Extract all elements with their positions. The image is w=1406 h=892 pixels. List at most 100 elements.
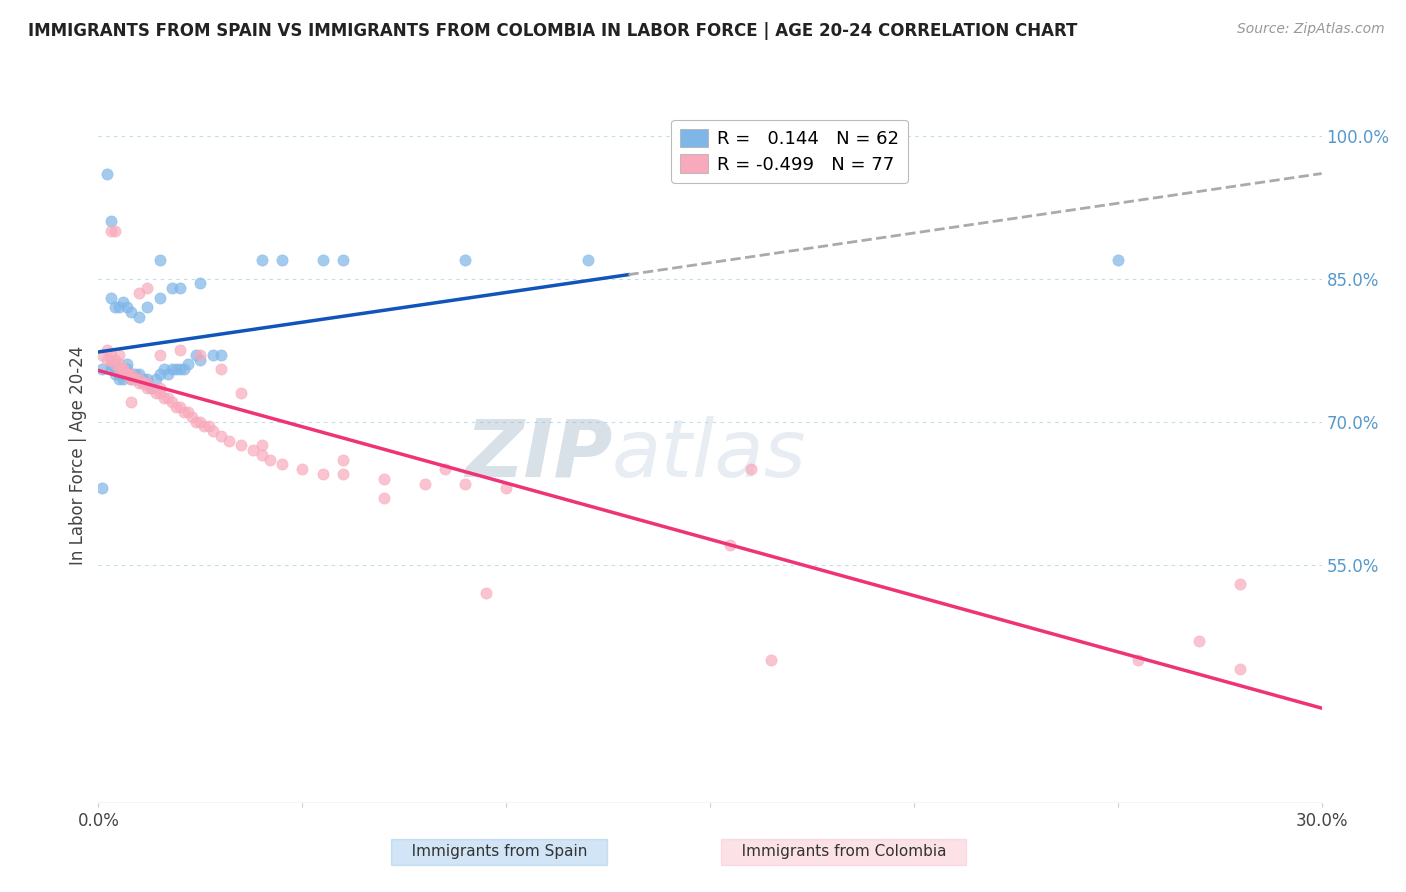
Point xyxy=(104,362,127,376)
Point xyxy=(312,467,335,481)
Point xyxy=(1107,252,1129,267)
Y-axis label: In Labor Force | Age 20-24: In Labor Force | Age 20-24 xyxy=(69,345,87,565)
Point xyxy=(132,376,155,391)
Point xyxy=(332,252,354,267)
Point xyxy=(108,367,131,381)
Point xyxy=(100,362,122,376)
Point xyxy=(124,372,146,386)
Point xyxy=(136,381,159,395)
Legend: R =   0.144   N = 62, R = -0.499   N = 77: R = 0.144 N = 62, R = -0.499 N = 77 xyxy=(672,120,908,183)
Point xyxy=(160,281,183,295)
Point xyxy=(209,429,232,443)
Point xyxy=(120,305,142,319)
Point xyxy=(136,372,159,386)
Point xyxy=(373,491,395,505)
Point xyxy=(108,357,131,371)
Point xyxy=(128,372,150,386)
Point xyxy=(111,372,134,386)
Text: Immigrants from Spain: Immigrants from Spain xyxy=(396,845,602,859)
Point xyxy=(373,472,395,486)
Point xyxy=(120,367,142,381)
Point xyxy=(96,352,118,367)
Point xyxy=(149,252,172,267)
Point xyxy=(152,391,174,405)
Point xyxy=(132,376,155,391)
Point xyxy=(270,458,294,472)
Point xyxy=(454,252,477,267)
Point xyxy=(145,372,167,386)
Point xyxy=(1128,653,1150,667)
Point xyxy=(160,395,183,409)
Point xyxy=(141,381,163,395)
Point xyxy=(413,476,436,491)
Point xyxy=(165,362,187,376)
Point xyxy=(169,281,191,295)
Point xyxy=(128,376,150,391)
Point xyxy=(209,348,232,362)
Point xyxy=(169,362,191,376)
Point xyxy=(100,357,122,371)
Point xyxy=(177,405,200,419)
Point xyxy=(149,367,172,381)
Point xyxy=(250,438,273,452)
Point xyxy=(1229,662,1251,676)
Point xyxy=(149,291,172,305)
Point xyxy=(149,381,172,395)
Point xyxy=(250,252,273,267)
Point xyxy=(120,372,142,386)
Point xyxy=(91,362,114,376)
Point xyxy=(91,348,114,362)
Text: ZIP: ZIP xyxy=(465,416,612,494)
Point xyxy=(218,434,240,448)
Point xyxy=(1188,633,1211,648)
Point xyxy=(259,452,281,467)
Point xyxy=(111,362,134,376)
Point xyxy=(124,367,146,381)
Text: Immigrants from Colombia: Immigrants from Colombia xyxy=(727,845,960,859)
Point xyxy=(108,348,131,362)
Point xyxy=(152,362,174,376)
Point xyxy=(201,424,224,438)
Point xyxy=(250,448,273,462)
Point xyxy=(132,372,155,386)
Point xyxy=(454,476,477,491)
Point xyxy=(136,300,159,314)
Point xyxy=(108,300,131,314)
Point xyxy=(91,481,114,495)
Point xyxy=(291,462,314,476)
Point xyxy=(177,357,200,371)
Point xyxy=(115,357,138,371)
Point xyxy=(242,443,264,458)
Point xyxy=(209,362,232,376)
Point xyxy=(188,415,212,429)
Point xyxy=(120,395,142,409)
Point xyxy=(120,367,142,381)
Point xyxy=(173,362,195,376)
Point xyxy=(104,224,127,238)
Text: Source: ZipAtlas.com: Source: ZipAtlas.com xyxy=(1237,22,1385,37)
Point xyxy=(104,300,127,314)
Point xyxy=(332,467,354,481)
Point xyxy=(761,653,783,667)
Point xyxy=(1229,576,1251,591)
Point xyxy=(100,348,122,362)
Point xyxy=(108,362,131,376)
Point xyxy=(108,362,131,376)
Point xyxy=(115,362,138,376)
Point xyxy=(100,291,122,305)
Point xyxy=(149,348,172,362)
Point xyxy=(136,281,159,295)
Point xyxy=(173,405,195,419)
Text: atlas: atlas xyxy=(612,416,807,494)
Point xyxy=(100,224,122,238)
Point xyxy=(104,357,127,371)
Point xyxy=(115,367,138,381)
Point xyxy=(104,367,127,381)
Point xyxy=(128,310,150,324)
Point xyxy=(156,367,179,381)
Point xyxy=(96,343,118,357)
Point xyxy=(111,362,134,376)
Point xyxy=(156,391,179,405)
Point xyxy=(104,357,127,371)
Point xyxy=(188,352,212,367)
